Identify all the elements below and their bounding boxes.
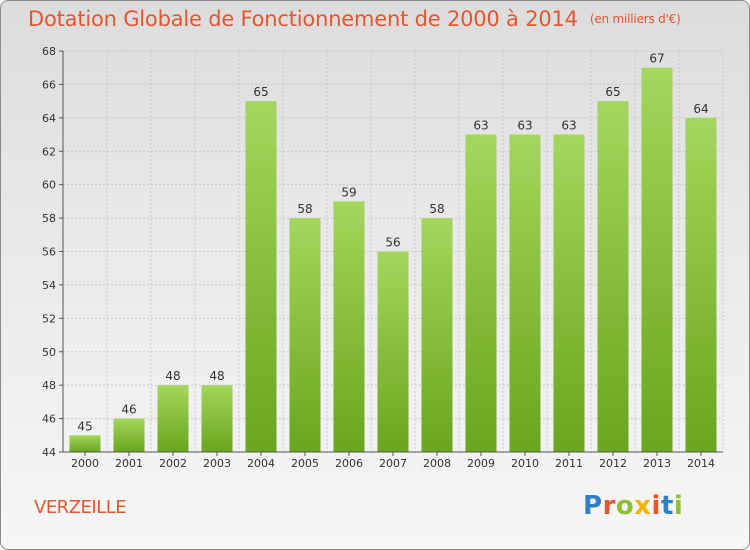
x-tick-label: 2011 <box>555 457 583 470</box>
x-tick-label: 2003 <box>203 457 231 470</box>
bar <box>685 117 717 452</box>
x-tick-label: 2013 <box>643 457 671 470</box>
bar <box>201 385 233 452</box>
y-tick-label: 54 <box>42 279 56 292</box>
x-tick-label: 2005 <box>291 457 319 470</box>
chart-title-text: Dotation Globale de Fonctionnement de 20… <box>28 7 578 31</box>
chart-title: Dotation Globale de Fonctionnement de 20… <box>28 7 681 31</box>
bar <box>465 134 497 452</box>
bar-value-label: 48 <box>165 369 180 383</box>
x-tick-label: 2004 <box>247 457 275 470</box>
x-tick-label: 2012 <box>599 457 627 470</box>
y-tick-label: 56 <box>42 246 56 259</box>
x-tick-label: 2010 <box>511 457 539 470</box>
bar-value-label: 58 <box>297 202 312 216</box>
y-tick-label: 60 <box>42 179 56 192</box>
bar-value-label: 48 <box>209 369 224 383</box>
bar <box>289 218 321 452</box>
bar-value-label: 67 <box>649 52 664 66</box>
bar-value-label: 59 <box>341 185 356 199</box>
bar <box>113 418 145 452</box>
proxiti-logo[interactable]: Proxiti <box>583 491 684 521</box>
x-tick-label: 2014 <box>687 457 715 470</box>
bar <box>641 67 673 452</box>
y-tick-label: 52 <box>42 312 56 325</box>
bar <box>69 435 101 452</box>
bar-value-label: 64 <box>693 102 708 116</box>
x-tick-label: 2006 <box>335 457 363 470</box>
bar <box>553 134 585 452</box>
x-tick-label: 2000 <box>71 457 99 470</box>
bar <box>597 101 629 452</box>
y-tick-label: 46 <box>42 413 56 426</box>
bar-value-label: 56 <box>385 236 400 250</box>
bar-value-label: 63 <box>517 119 532 133</box>
x-tick-label: 2009 <box>467 457 495 470</box>
y-tick-label: 44 <box>42 446 56 459</box>
bar-value-label: 58 <box>429 202 444 216</box>
bar <box>157 385 189 452</box>
y-tick-label: 64 <box>42 112 56 125</box>
x-tick-label: 2001 <box>115 457 143 470</box>
y-tick-label: 48 <box>42 379 56 392</box>
x-tick-label: 2002 <box>159 457 187 470</box>
bar-value-label: 65 <box>253 85 268 99</box>
y-tick-label: 62 <box>42 145 56 158</box>
y-tick-label: 50 <box>42 346 56 359</box>
bar <box>509 134 541 452</box>
bar-value-label: 63 <box>561 119 576 133</box>
x-tick-label: 2007 <box>379 457 407 470</box>
bar-value-label: 63 <box>473 119 488 133</box>
y-tick-label: 58 <box>42 212 56 225</box>
bars: 45 46 48 48 65 58 59 56 58 63 63 63 65 67 64 <box>69 52 717 452</box>
chart-unit: (en milliers d'€) <box>589 12 681 26</box>
bar <box>377 251 409 452</box>
x-tick-label: 2008 <box>423 457 451 470</box>
bar <box>421 218 453 452</box>
bar <box>245 101 277 452</box>
bar-value-label: 65 <box>605 85 620 99</box>
axes: 44 46 48 50 52 54 56 58 60 62 64 66 68 2000 2001 2002 20… <box>42 45 723 470</box>
y-tick-label: 66 <box>42 78 56 91</box>
bar-value-label: 46 <box>121 403 136 417</box>
bar <box>333 201 365 452</box>
y-tick-label: 68 <box>42 45 56 58</box>
bar-value-label: 45 <box>77 419 92 433</box>
commune-name: VERZEILLE <box>34 497 127 518</box>
